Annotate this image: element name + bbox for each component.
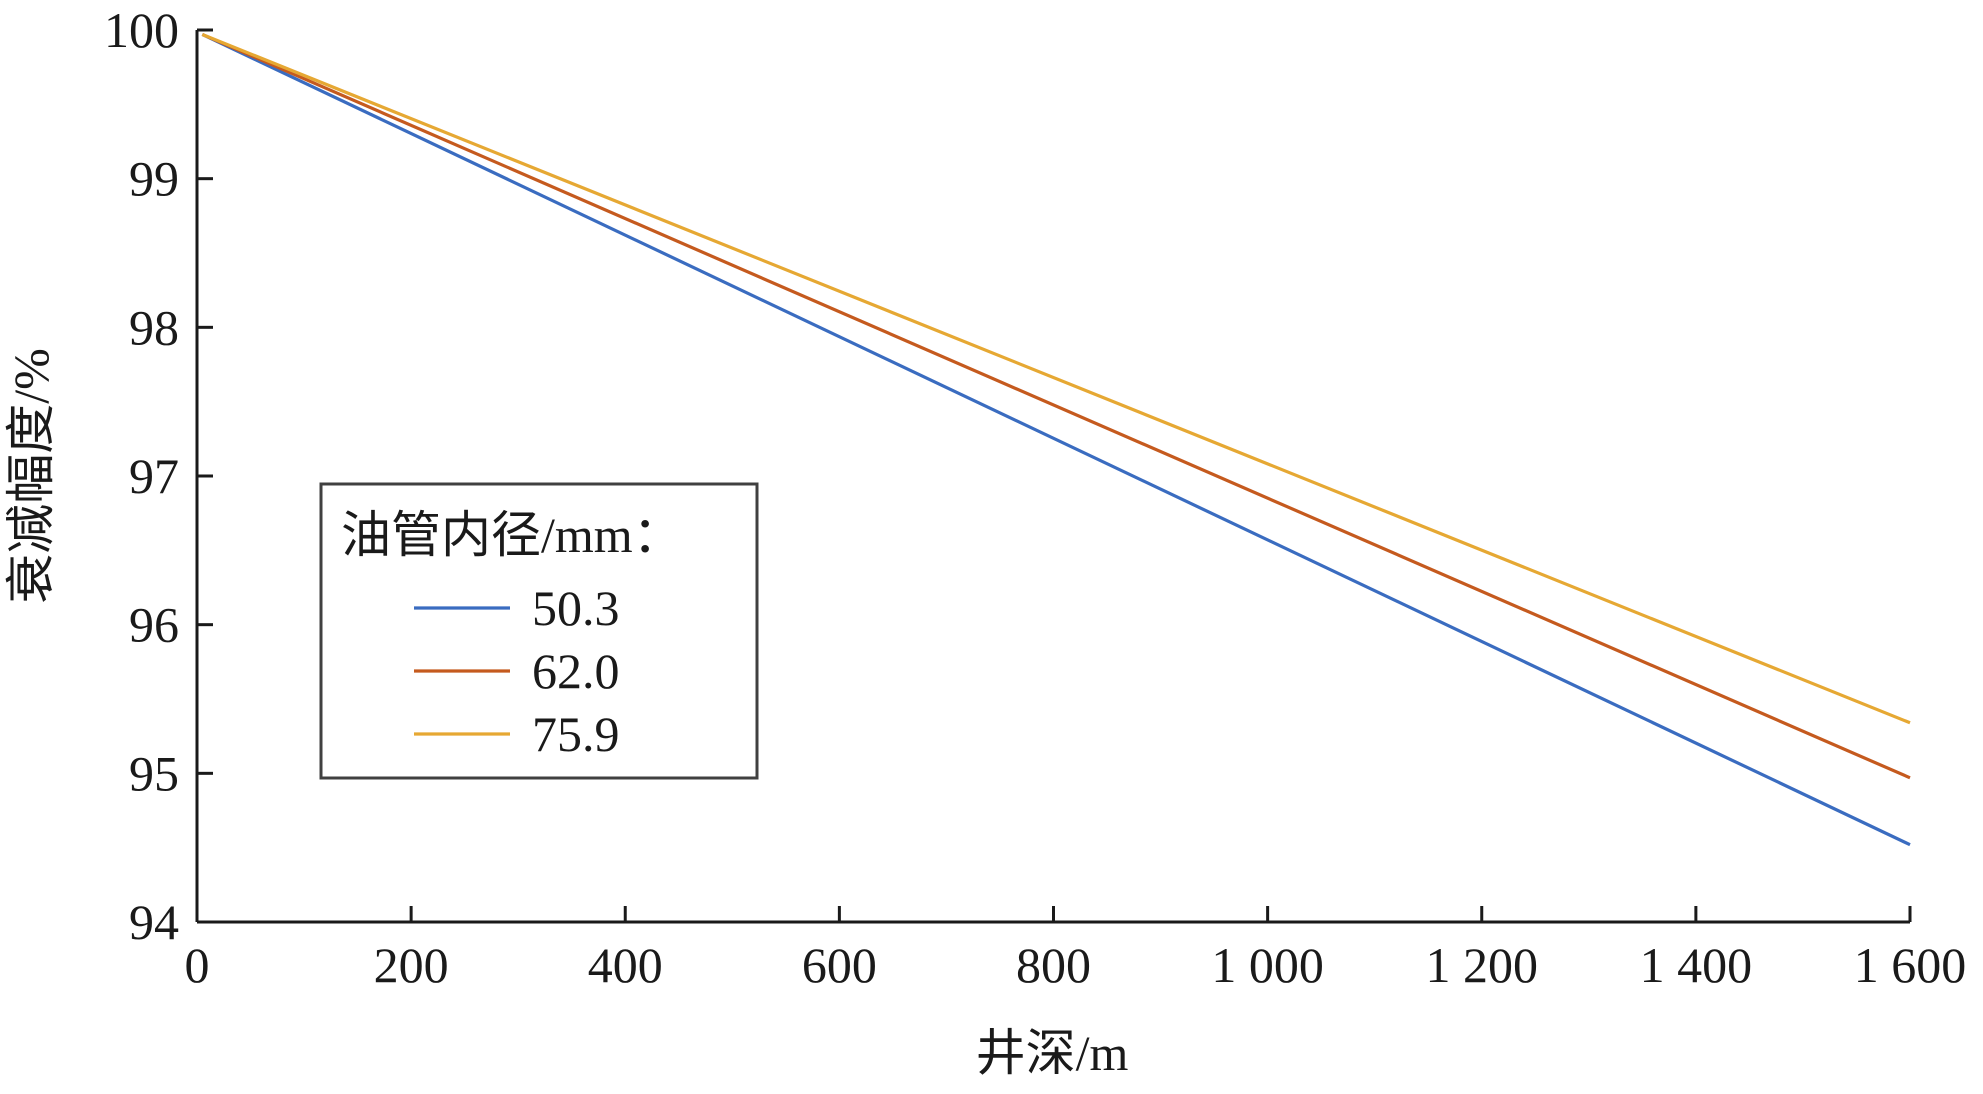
x-axis-ticks: 0 200 400 600 800 1 000 1 200 1 400 1 600 (185, 906, 1967, 993)
x-tick-label: 800 (1016, 937, 1091, 993)
y-tick-label: 100 (104, 2, 179, 58)
legend-label-50.3: 50.3 (532, 580, 620, 636)
y-tick-label: 99 (129, 151, 179, 207)
x-tick-label: 0 (185, 937, 210, 993)
series-line-75.9 (201, 32, 1911, 725)
y-axis-ticks: 94 95 96 97 98 99 100 (104, 2, 213, 950)
x-axis-title: 井深/m (976, 1025, 1129, 1081)
x-tick-label: 600 (802, 937, 877, 993)
x-tick-label: 1 400 (1640, 937, 1753, 993)
legend-label-62.0: 62.0 (532, 643, 620, 699)
legend-entries: 50.3 62.0 75.9 (414, 580, 620, 762)
legend-box (319, 482, 759, 780)
y-tick-label: 97 (129, 448, 179, 504)
x-tick-label: 1 200 (1426, 937, 1539, 993)
x-tick-label: 200 (374, 937, 449, 993)
legend-title: 油管内径/mm： (341, 507, 683, 563)
x-tick-label: 1 000 (1211, 937, 1324, 993)
series-lines (201, 32, 1911, 847)
y-tick-label: 98 (129, 299, 179, 355)
x-tick-label: 1 600 (1854, 937, 1967, 993)
x-tick-label: 400 (588, 937, 663, 993)
y-tick-label: 94 (129, 894, 179, 950)
y-axis-title: 衰减幅度/% (3, 348, 59, 604)
legend: 油管内径/mm： 50.3 62.0 75.9 (319, 482, 759, 780)
y-tick-label: 95 (129, 745, 179, 801)
y-tick-label: 96 (129, 597, 179, 653)
series-line-50.3 (201, 33, 1911, 847)
series-line-62.0 (201, 32, 1911, 780)
legend-label-75.9: 75.9 (532, 706, 620, 762)
